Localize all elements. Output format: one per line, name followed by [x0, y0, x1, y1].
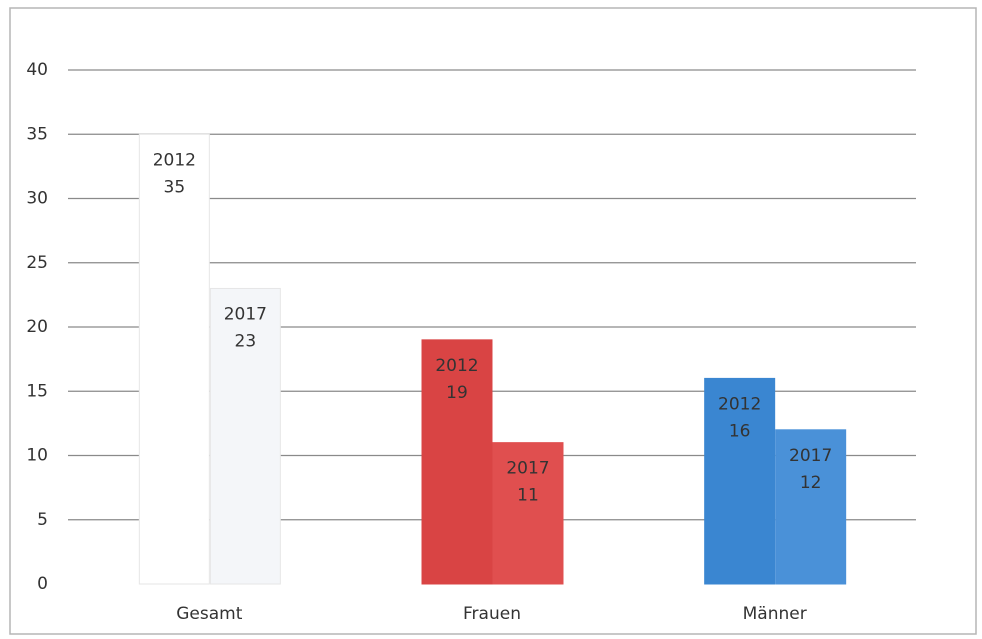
bar — [421, 339, 493, 585]
data-label: 16 — [729, 421, 751, 441]
y-tick-label: 40 — [26, 60, 48, 80]
data-label: 35 — [164, 177, 186, 197]
bar — [775, 429, 847, 585]
y-tick-label: 30 — [26, 189, 48, 209]
data-label: 12 — [800, 473, 822, 493]
data-label: 11 — [517, 486, 539, 506]
y-tick-label: 5 — [37, 510, 48, 530]
y-tick-label: 0 — [37, 574, 48, 594]
data-label-series: 2017 — [789, 446, 832, 466]
bar — [704, 377, 776, 585]
data-label-series: 2012 — [718, 394, 761, 414]
bar — [492, 442, 564, 585]
data-label-series: 2017 — [506, 459, 549, 479]
x-tick-label: Gesamt — [176, 604, 242, 624]
data-label: 19 — [446, 383, 468, 403]
bar — [138, 133, 210, 585]
y-tick-label: 35 — [26, 124, 48, 144]
y-tick-label: 20 — [26, 317, 48, 337]
y-tick-label: 25 — [26, 253, 48, 273]
data-label: 23 — [235, 331, 257, 351]
data-label-series: 2017 — [224, 304, 267, 324]
y-tick-label: 10 — [26, 446, 48, 466]
data-label-series: 2012 — [435, 356, 478, 376]
data-label-series: 2012 — [153, 150, 196, 170]
x-tick-label: Männer — [743, 604, 807, 624]
bar — [209, 287, 281, 585]
y-tick-label: 15 — [26, 381, 48, 401]
x-tick-label: Frauen — [463, 604, 521, 624]
